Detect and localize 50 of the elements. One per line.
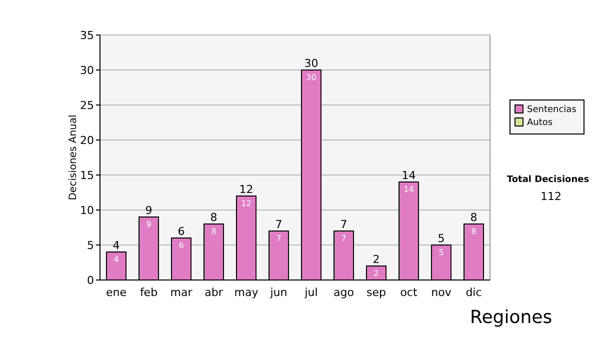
y-tick-label: 15 bbox=[80, 168, 94, 182]
data-label: 7 bbox=[341, 234, 346, 243]
total-label: 5 bbox=[438, 232, 445, 245]
y-tick-label: 5 bbox=[87, 238, 94, 252]
total-label: 14 bbox=[402, 169, 416, 182]
x-tick-label: feb bbox=[140, 286, 158, 299]
x-tick-label: sep bbox=[366, 286, 386, 299]
total-label: 30 bbox=[304, 57, 318, 70]
text: Total Decisiones bbox=[506, 175, 590, 185]
data-label: 6 bbox=[178, 241, 184, 250]
data-label: 8 bbox=[211, 227, 216, 236]
y-tick-label: 35 bbox=[80, 28, 94, 42]
data-label: 9 bbox=[146, 220, 152, 229]
x-tick-label: mar bbox=[170, 286, 193, 299]
x-tick-label: jul bbox=[304, 286, 318, 299]
data-label: 7 bbox=[276, 234, 282, 243]
text: 112 bbox=[540, 190, 562, 203]
x-tick-label: jun bbox=[269, 286, 288, 299]
total-label: 4 bbox=[112, 239, 120, 252]
x-tick-label: ene bbox=[106, 286, 127, 299]
total-label: 7 bbox=[340, 218, 348, 231]
y-tick-label: 0 bbox=[87, 274, 94, 287]
x-tick-label: may bbox=[234, 286, 259, 299]
y-tick-label: 25 bbox=[80, 98, 94, 112]
total-label: 9 bbox=[145, 204, 152, 217]
x-tick-label: dic bbox=[466, 286, 482, 299]
text: Regiones bbox=[470, 307, 552, 328]
total-label: 8 bbox=[210, 211, 218, 224]
total-label: 7 bbox=[275, 218, 282, 231]
total-label: 12 bbox=[239, 183, 254, 196]
data-label: 8 bbox=[471, 227, 476, 236]
x-tick-label: nov bbox=[431, 286, 452, 299]
data-label: 14 bbox=[404, 185, 414, 194]
y-axis-title: Decisiones Anual bbox=[68, 114, 79, 200]
legend-label: Sentencias bbox=[527, 105, 577, 115]
data-label: 12 bbox=[241, 199, 252, 208]
y-tick-label: 30 bbox=[80, 64, 94, 77]
x-tick-label: oct bbox=[400, 286, 418, 299]
data-label: 4 bbox=[114, 255, 119, 264]
data-label: 5 bbox=[438, 248, 444, 257]
x-tick-label: ago bbox=[334, 286, 354, 299]
data-label: 30 bbox=[306, 73, 316, 82]
y-tick-label: 20 bbox=[80, 134, 94, 147]
y-tick-label: 10 bbox=[80, 204, 94, 217]
total-label: 8 bbox=[470, 211, 478, 224]
data-label: 2 bbox=[374, 269, 379, 278]
x-tick-label: abr bbox=[204, 286, 224, 299]
total-label: 6 bbox=[178, 225, 185, 238]
total-label: 2 bbox=[372, 253, 380, 266]
legend-label: Autos bbox=[527, 118, 553, 128]
